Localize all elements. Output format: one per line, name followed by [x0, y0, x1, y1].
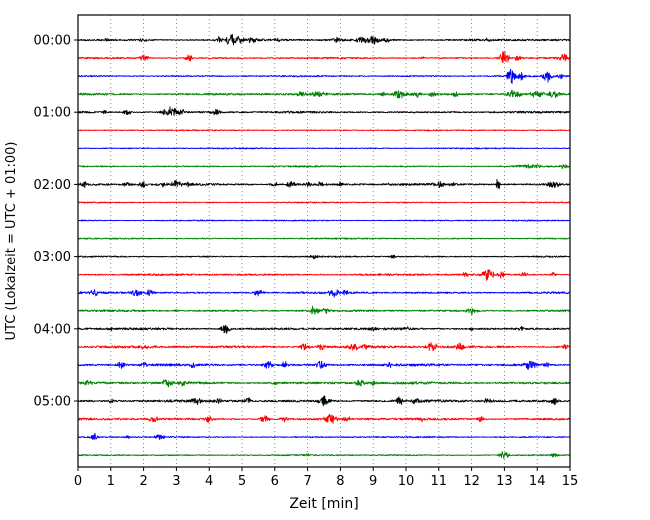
trace-path-02:00: [78, 178, 570, 189]
x-tick-label: 7: [303, 474, 311, 489]
trace-path-05:30: [78, 432, 570, 440]
trace-path-02:15: [78, 201, 570, 204]
x-tick-label: 14: [529, 474, 546, 489]
x-tick-label: 0: [74, 474, 82, 489]
trace-path-05:00: [78, 395, 570, 407]
trace-path-04:15: [78, 341, 570, 352]
trace-path-05:15: [78, 413, 570, 424]
x-tick-label: 11: [431, 474, 448, 489]
trace-path-00:45: [78, 89, 570, 99]
trace-path-01:45: [78, 164, 570, 169]
x-tick-label: 12: [463, 474, 480, 489]
x-tick-label: 6: [271, 474, 279, 489]
hour-label-00:00: 00:00: [34, 34, 71, 49]
traces-group: [78, 33, 570, 460]
trace-path-04:00: [78, 324, 570, 334]
trace-path-03:30: [78, 289, 570, 298]
x-tick-label: 8: [336, 474, 344, 489]
y-axis-label: UTC (Lokalzeit = UTC + 01:00): [4, 142, 19, 341]
x-tick-label: 4: [205, 474, 213, 489]
hour-label-03:00: 03:00: [34, 250, 71, 265]
trace-path-00:00: [78, 33, 570, 46]
x-tick-label: 2: [139, 474, 147, 489]
trace-path-02:45: [78, 237, 570, 240]
x-tick-label: 5: [238, 474, 246, 489]
trace-path-03:45: [78, 305, 570, 316]
trace-path-01:30: [78, 147, 570, 150]
trace-path-05:45: [78, 451, 570, 460]
hour-label-05:00: 05:00: [34, 395, 71, 410]
trace-path-02:30: [78, 219, 570, 222]
hour-label-01:00: 01:00: [34, 106, 71, 121]
trace-path-03:00: [78, 254, 570, 260]
x-tick-label: 9: [369, 474, 377, 489]
x-tick-label: 1: [107, 474, 115, 489]
x-tick-label: 10: [398, 474, 415, 489]
trace-path-01:00: [78, 106, 570, 117]
trace-path-03:15: [78, 269, 570, 281]
hour-label-02:00: 02:00: [34, 178, 71, 193]
trace-path-04:30: [78, 360, 570, 370]
trace-path-01:15: [78, 129, 570, 132]
plot-frame: [77, 14, 571, 468]
hour-label-04:00: 04:00: [34, 322, 71, 337]
x-tick-label: 13: [496, 474, 513, 489]
x-tick-label: 15: [562, 474, 579, 489]
x-tick-label: 3: [172, 474, 180, 489]
trace-path-00:30: [78, 68, 570, 84]
trace-path-00:15: [78, 51, 570, 64]
trace-path-04:45: [78, 379, 570, 388]
x-axis-label: Zeit [min]: [289, 496, 358, 512]
